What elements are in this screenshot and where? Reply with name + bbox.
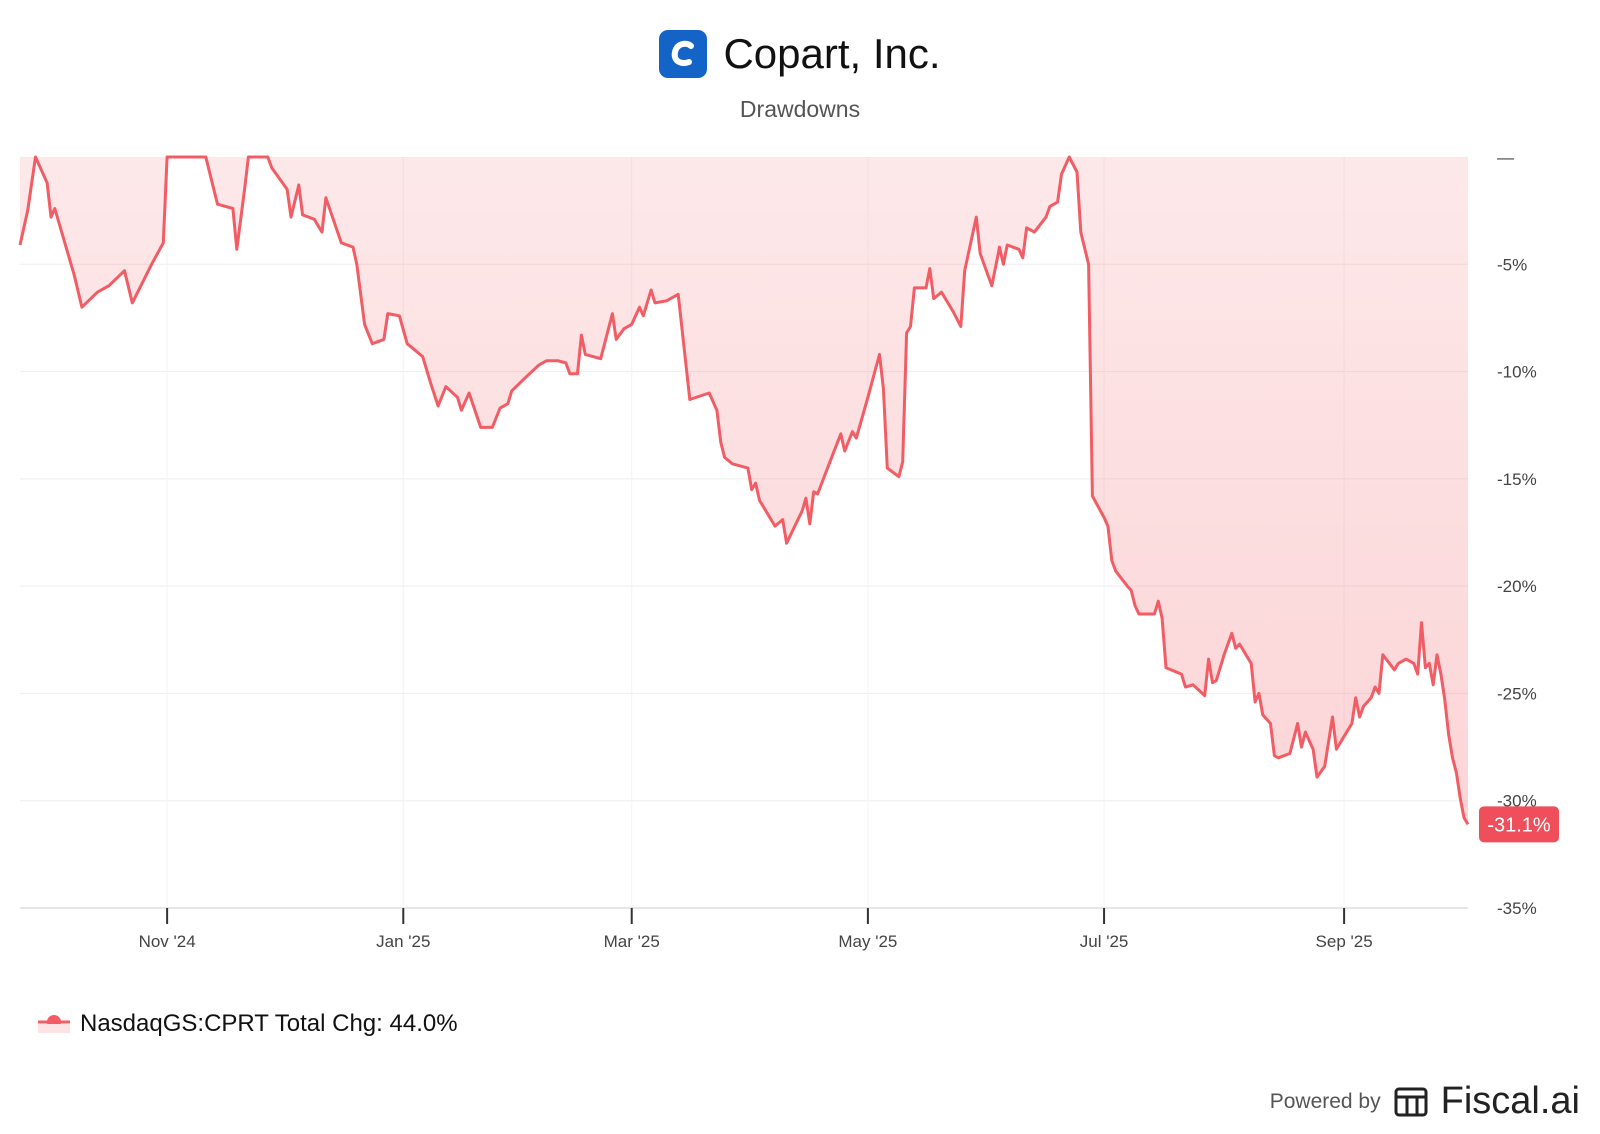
- chart-legend[interactable]: NasdaqGS:CPRT Total Chg: 44.0%: [36, 1010, 458, 1038]
- y-tick-label: -20%: [1497, 577, 1537, 596]
- drawdown-line: [18, 155, 1470, 826]
- legend-marker-icon: [38, 1015, 70, 1033]
- powered-by-text: Powered by: [1269, 1089, 1381, 1113]
- copart-logo-icon: [659, 30, 708, 78]
- y-tick-label: -25%: [1497, 684, 1537, 703]
- drawdown-area: [20, 157, 1468, 825]
- legend-label: NasdaqGS:CPRT Total Chg: 44.0%: [80, 1010, 458, 1037]
- y-tick-label: -5%: [1497, 255, 1527, 274]
- x-tick-label: May '25: [838, 932, 897, 951]
- title-row: Copart, Inc.: [659, 30, 941, 78]
- footer: Powered by Fiscal.ai: [1270, 1080, 1580, 1123]
- last-value-label: -31.1%: [1487, 814, 1551, 836]
- y-tick-label: -30%: [1497, 792, 1537, 811]
- y-tick-label: -35%: [1497, 899, 1537, 918]
- x-tick-label: Mar '25: [604, 932, 660, 951]
- fiscal-ai-brand[interactable]: Fiscal.ai: [1440, 1080, 1580, 1122]
- chart-header: Copart, Inc. Drawdowns: [0, 30, 1600, 123]
- chart-subtitle: Drawdowns: [739, 96, 861, 122]
- x-tick-label: Nov '24: [139, 932, 196, 951]
- x-tick-label: Jul '25: [1080, 932, 1129, 951]
- y-tick-label: —: [1497, 148, 1514, 167]
- drawdown-chart: — -5% -10% -15% -20% -25% -30% -35% Nov '24 Jan '…: [18, 148, 1559, 951]
- last-value-badge: [1479, 806, 1559, 843]
- x-tick-label: Jan '25: [376, 932, 430, 951]
- y-tick-label: -10%: [1497, 363, 1537, 382]
- x-tick-label: Sep '25: [1316, 932, 1373, 951]
- copart-c-glyph: [672, 40, 695, 66]
- y-tick-label: -15%: [1497, 470, 1537, 489]
- fiscal-ai-logo-icon: [1394, 1087, 1428, 1116]
- company-title: Copart, Inc.: [723, 30, 941, 77]
